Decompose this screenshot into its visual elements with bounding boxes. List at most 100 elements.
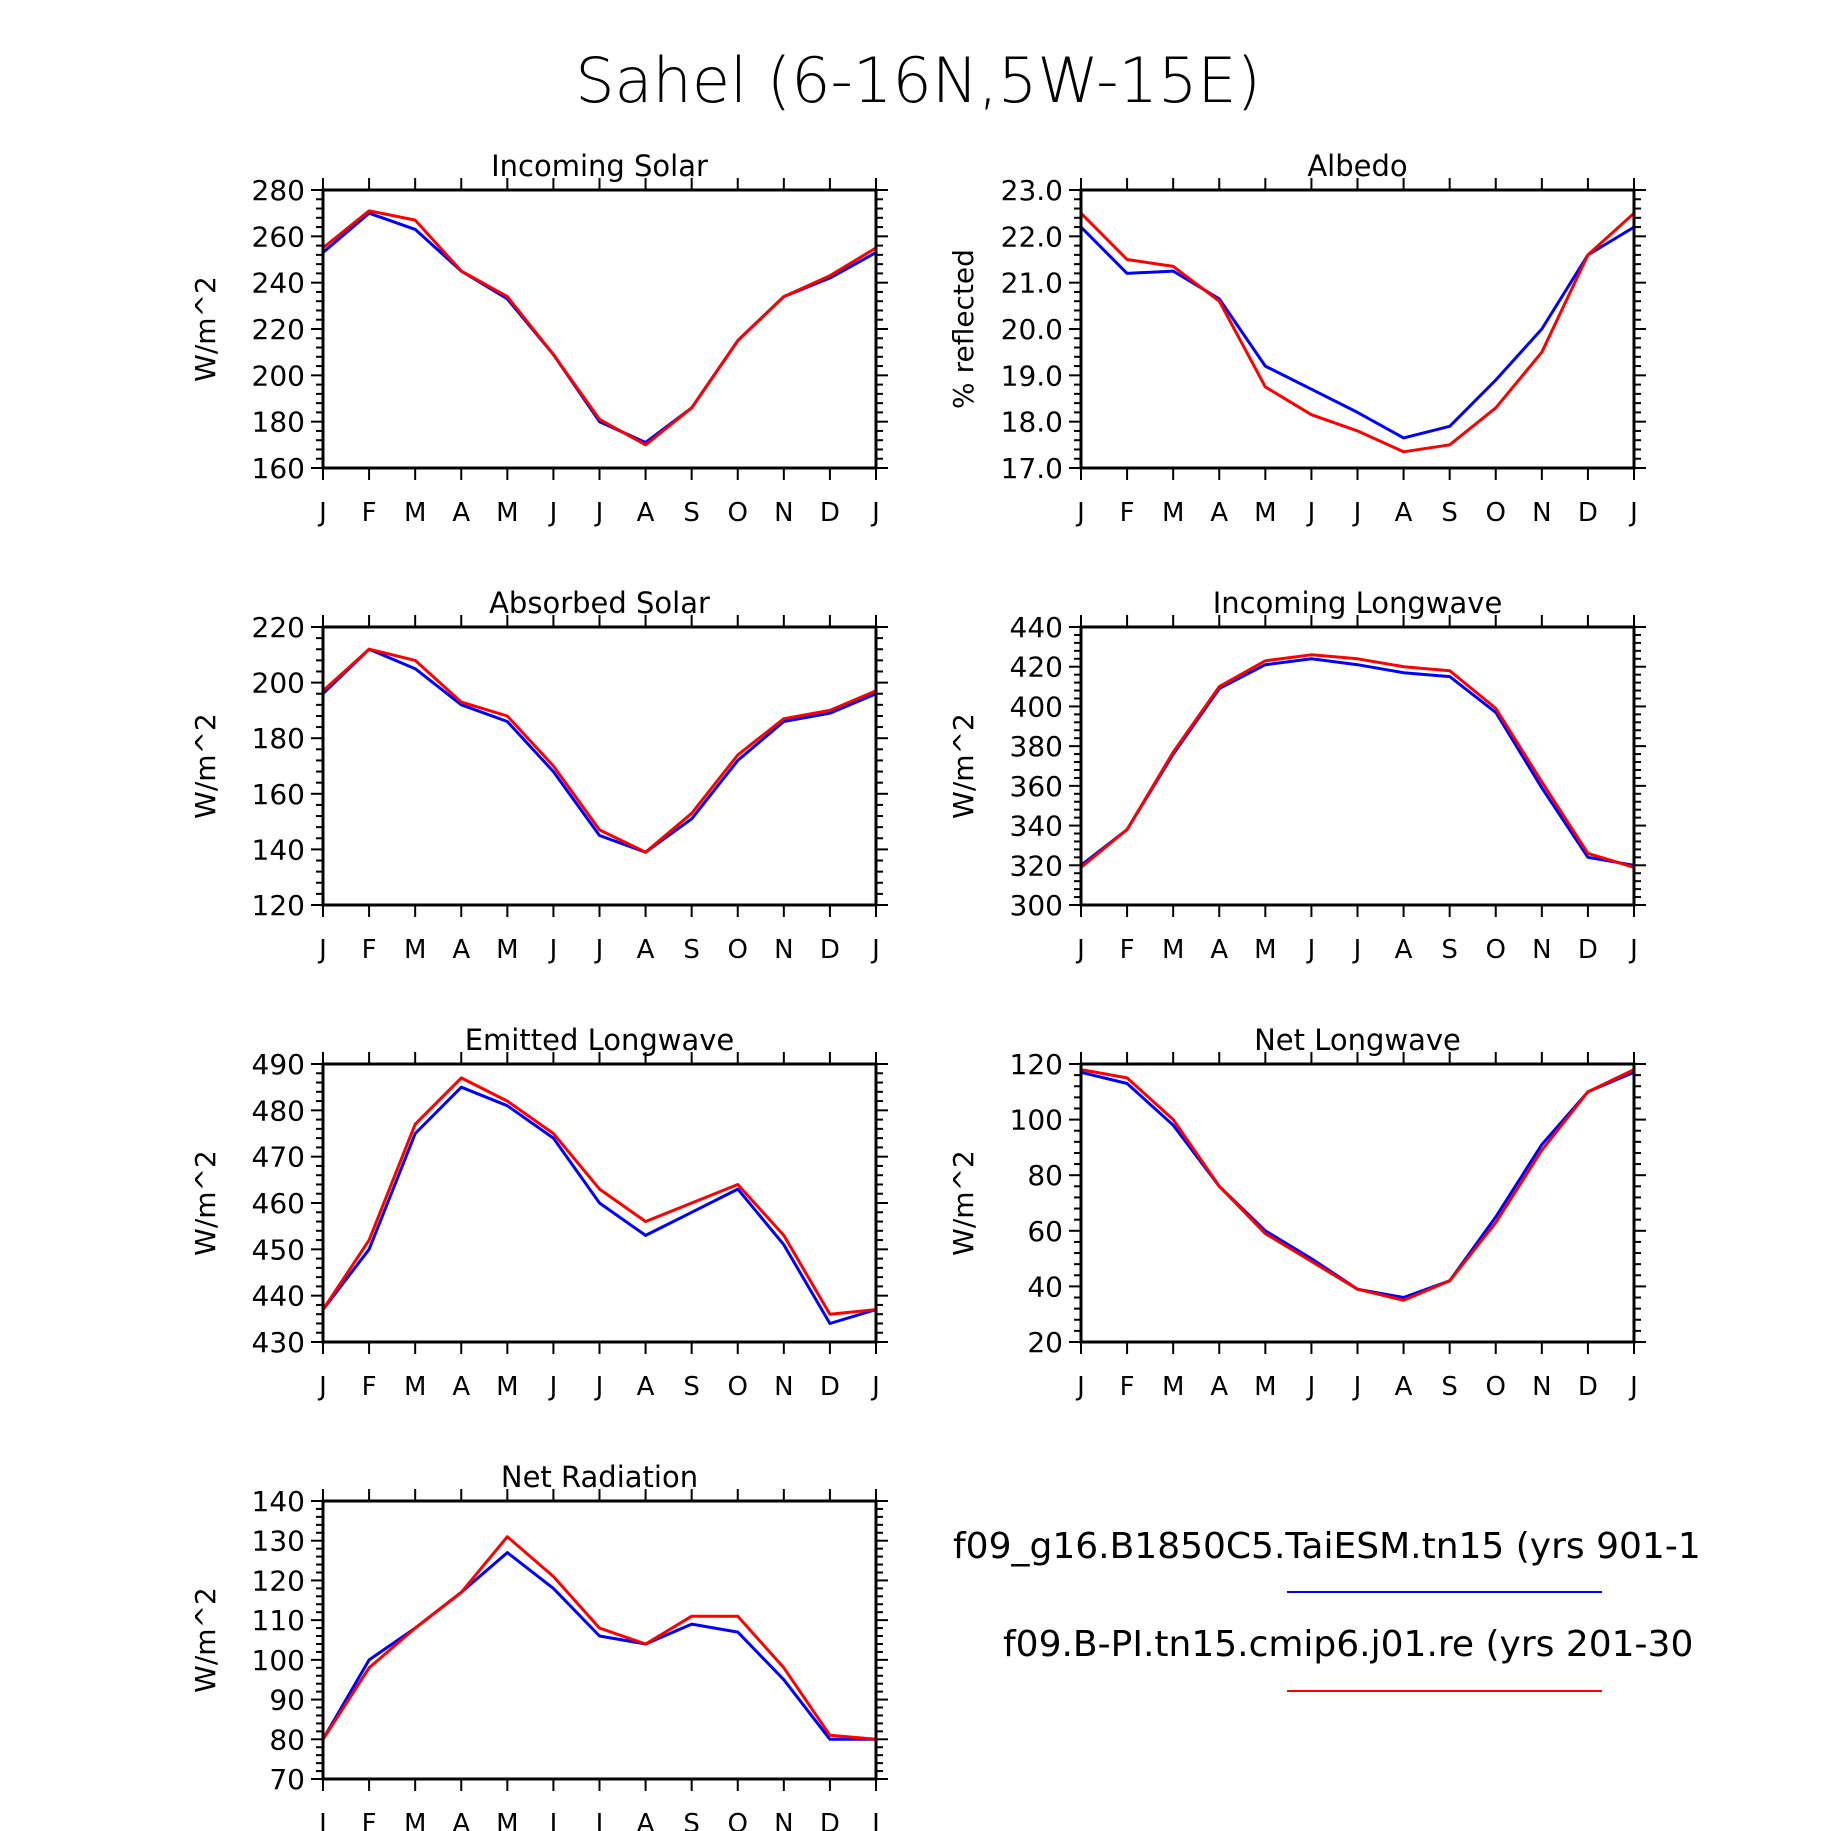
x-tick-label-net-longwave: N xyxy=(1532,1372,1551,1402)
panel-net-radiation: Net Radiation W/m^2 70 80 90 100 110 120 130 140 J… xyxy=(189,1460,888,1831)
x-tick-label-incoming-longwave: J xyxy=(1352,935,1362,965)
panel-incoming-solar: Incoming Solar W/m^2 160 180 200 220 240 260 280… xyxy=(189,149,888,528)
x-tick-label-net-radiation: J xyxy=(594,1809,604,1831)
x-tick-label-net-radiation: M xyxy=(496,1809,518,1831)
legend: f09_g16.B1850C5.TaiESM.tn15 (yrs 901-1 f… xyxy=(953,1526,1701,1692)
y-tick-label-absorbed-solar: 220 xyxy=(252,611,305,644)
panel-title-albedo: Albedo xyxy=(1307,149,1407,183)
x-tick-label-net-radiation: M xyxy=(404,1809,426,1831)
x-tick-label-emitted-longwave: A xyxy=(637,1372,655,1402)
x-tick-label-albedo: M xyxy=(1254,498,1276,528)
y-tick-label-incoming-longwave: 380 xyxy=(1010,730,1063,763)
y-tick-label-net-longwave: 80 xyxy=(1027,1159,1063,1192)
x-tick-label-incoming-solar: J xyxy=(317,498,327,528)
x-tick-label-albedo: J xyxy=(1352,498,1362,528)
x-tick-label-albedo: A xyxy=(1210,498,1228,528)
series-line-cmip6-net-longwave xyxy=(1080,1068,1635,1302)
series-line-cmip6-emitted-longwave xyxy=(321,1076,877,1316)
y-tick-label-emitted-longwave: 450 xyxy=(252,1233,305,1266)
x-tick-label-net-radiation: D xyxy=(820,1809,840,1831)
plot-frame-albedo xyxy=(1079,188,1636,470)
x-tick-label-emitted-longwave: N xyxy=(774,1372,793,1402)
x-tick-label-net-radiation: J xyxy=(548,1809,558,1831)
x-tick-label-incoming-longwave: A xyxy=(1395,935,1413,965)
y-axis-title-incoming-solar: W/m^2 xyxy=(189,276,222,382)
x-tick-label-incoming-longwave: S xyxy=(1441,935,1458,965)
plot-frame-absorbed-solar xyxy=(321,625,878,907)
panel-incoming-longwave: Incoming Longwave W/m^2 300 320 340 360 380 400… xyxy=(947,586,1646,965)
x-tick-label-incoming-solar: J xyxy=(870,498,880,528)
panel-title-emitted-longwave: Emitted Longwave xyxy=(465,1023,735,1057)
series-line-taiesm-emitted-longwave xyxy=(321,1085,877,1325)
x-tick-label-incoming-longwave: J xyxy=(1628,935,1638,965)
y-tick-label-incoming-solar: 180 xyxy=(252,406,305,439)
x-tick-label-net-radiation: F xyxy=(362,1809,377,1831)
series-line-cmip6-incoming-longwave xyxy=(1080,653,1635,869)
x-tick-label-absorbed-solar: D xyxy=(820,935,840,965)
x-tick-label-net-radiation: O xyxy=(728,1809,748,1831)
y-tick-label-emitted-longwave: 490 xyxy=(252,1048,305,1081)
y-tick-label-net-radiation: 110 xyxy=(252,1604,305,1637)
x-tick-label-incoming-longwave: A xyxy=(1210,935,1228,965)
x-tick-label-albedo: J xyxy=(1628,498,1638,528)
series-line-taiesm-albedo xyxy=(1079,225,1635,440)
x-tick-label-emitted-longwave: J xyxy=(548,1372,558,1402)
x-tick-label-net-radiation: A xyxy=(452,1809,470,1831)
x-tick-label-net-longwave: M xyxy=(1162,1372,1184,1402)
x-tick-label-absorbed-solar: A xyxy=(452,935,470,965)
x-tick-label-net-longwave: A xyxy=(1395,1372,1413,1402)
x-tick-label-absorbed-solar: J xyxy=(870,935,880,965)
y-tick-label-net-longwave: 40 xyxy=(1027,1270,1063,1303)
y-tick-label-absorbed-solar: 180 xyxy=(252,722,305,755)
x-tick-label-incoming-solar: N xyxy=(774,498,793,528)
y-tick-label-albedo: 19.0 xyxy=(1001,359,1063,392)
x-tick-label-absorbed-solar: A xyxy=(637,935,655,965)
plot-frame-net-radiation xyxy=(321,1499,878,1781)
y-tick-label-emitted-longwave: 430 xyxy=(252,1326,305,1359)
x-tick-label-emitted-longwave: J xyxy=(870,1372,880,1402)
y-tick-label-net-radiation: 70 xyxy=(269,1763,305,1796)
x-tick-label-incoming-longwave: D xyxy=(1578,935,1598,965)
x-tick-label-net-longwave: J xyxy=(1352,1372,1362,1402)
x-tick-label-incoming-solar: O xyxy=(728,498,748,528)
x-tick-label-net-radiation: S xyxy=(683,1809,700,1831)
x-tick-label-incoming-longwave: M xyxy=(1162,935,1184,965)
series-line-cmip6-albedo xyxy=(1079,212,1636,454)
x-tick-label-net-longwave: O xyxy=(1486,1372,1506,1402)
x-tick-label-net-longwave: J xyxy=(1306,1372,1316,1402)
x-tick-label-emitted-longwave: J xyxy=(317,1372,327,1402)
y-tick-label-net-radiation: 130 xyxy=(252,1525,305,1558)
plot-frame-net-longwave xyxy=(1079,1062,1636,1344)
x-tick-label-incoming-longwave: N xyxy=(1532,935,1551,965)
y-tick-label-emitted-longwave: 460 xyxy=(252,1187,305,1220)
panel-emitted-longwave: Emitted Longwave W/m^2 430 440 450 460 470 480 4… xyxy=(189,1023,888,1402)
series-line-cmip6-incoming-solar xyxy=(322,209,877,447)
legend-label-taiesm: f09_g16.B1850C5.TaiESM.tn15 (yrs 901-1 xyxy=(953,1526,1701,1567)
y-tick-label-absorbed-solar: 120 xyxy=(252,889,305,922)
x-tick-label-albedo: F xyxy=(1120,498,1135,528)
plot-frame-emitted-longwave xyxy=(321,1062,878,1344)
x-tick-label-emitted-longwave: M xyxy=(496,1372,518,1402)
x-tick-label-incoming-solar: S xyxy=(683,498,700,528)
x-tick-label-incoming-longwave: O xyxy=(1486,935,1506,965)
y-tick-label-albedo: 17.0 xyxy=(1001,452,1063,485)
panel-title-net-longwave: Net Longwave xyxy=(1254,1023,1461,1057)
x-tick-label-incoming-longwave: M xyxy=(1254,935,1276,965)
x-tick-label-absorbed-solar: M xyxy=(496,935,518,965)
x-tick-label-net-radiation: J xyxy=(317,1809,327,1831)
y-tick-label-absorbed-solar: 200 xyxy=(252,667,305,700)
y-tick-label-incoming-solar: 160 xyxy=(252,452,305,485)
y-axis-title-net-radiation: W/m^2 xyxy=(189,1587,222,1693)
x-tick-label-emitted-longwave: F xyxy=(362,1372,377,1402)
x-tick-label-albedo: M xyxy=(1162,498,1184,528)
x-tick-label-incoming-solar: A xyxy=(452,498,470,528)
x-tick-label-net-longwave: J xyxy=(1075,1372,1085,1402)
x-tick-label-albedo: J xyxy=(1306,498,1316,528)
x-tick-label-incoming-solar: A xyxy=(637,498,655,528)
y-tick-label-incoming-solar: 280 xyxy=(252,174,305,207)
y-tick-label-incoming-solar: 220 xyxy=(252,313,305,346)
x-tick-label-absorbed-solar: N xyxy=(774,935,793,965)
